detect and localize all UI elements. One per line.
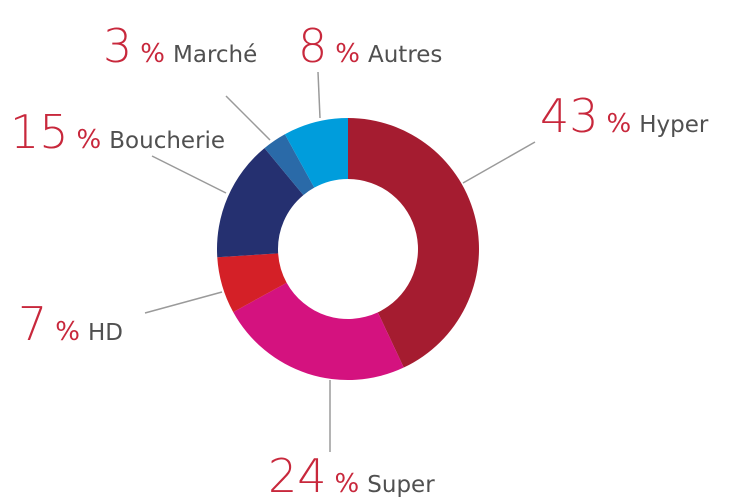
leader-line xyxy=(317,71,321,119)
slice-label: 7% HD xyxy=(18,297,123,351)
leader-line xyxy=(144,291,223,314)
donut-segment xyxy=(348,118,480,368)
slice-label: 8% Autres xyxy=(298,19,442,73)
donut-segment xyxy=(264,134,315,196)
value-label: 43 xyxy=(540,89,599,143)
unit-label: % xyxy=(77,125,102,155)
unit-label: % xyxy=(55,317,80,347)
leader-line xyxy=(462,141,536,184)
category-label: Hyper xyxy=(639,112,709,138)
donut-segment xyxy=(284,118,348,188)
leader-line xyxy=(225,95,271,141)
unit-label: % xyxy=(335,469,360,499)
value-label: 7 xyxy=(18,297,47,351)
value-label: 3 xyxy=(103,19,132,73)
slice-label: 24% Super xyxy=(268,449,435,500)
category-label: Autres xyxy=(368,42,442,68)
unit-label: % xyxy=(607,109,632,139)
category-label: Marché xyxy=(173,42,257,68)
unit-label: % xyxy=(335,39,360,69)
category-label: Boucherie xyxy=(109,128,225,154)
value-label: 8 xyxy=(298,19,327,73)
category-label: HD xyxy=(88,320,123,346)
value-label: 24 xyxy=(268,449,327,500)
slice-label: 3% Marché xyxy=(103,19,257,73)
slice-label: 15% Boucherie xyxy=(10,105,225,159)
category-label: Super xyxy=(367,472,435,498)
value-label: 15 xyxy=(10,105,69,159)
unit-label: % xyxy=(140,39,165,69)
donut-segment xyxy=(217,148,304,258)
donut-segment xyxy=(233,282,404,380)
slice-label: 43% Hyper xyxy=(540,89,709,143)
leader-line xyxy=(151,155,227,194)
donut-segment xyxy=(217,253,287,313)
